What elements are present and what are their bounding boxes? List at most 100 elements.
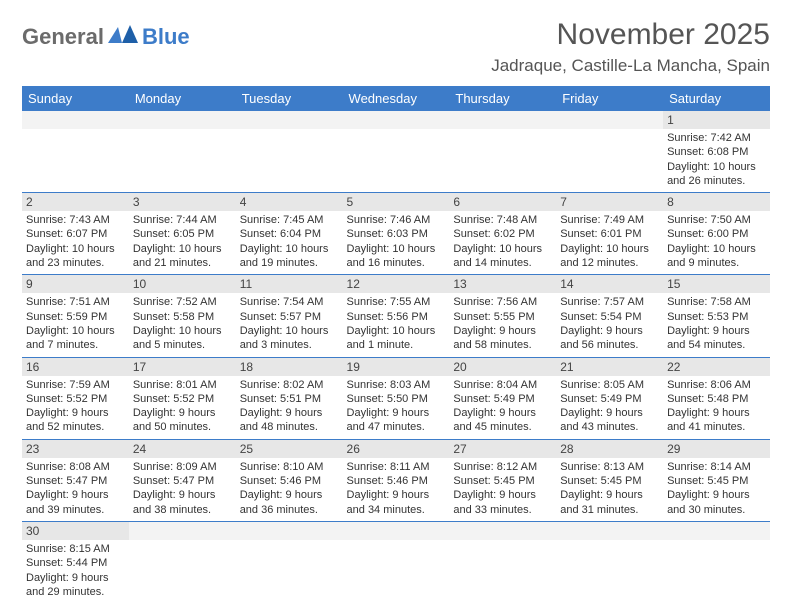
calendar-day-cell: 27Sunrise: 8:12 AMSunset: 5:45 PMDayligh… bbox=[449, 439, 556, 521]
day-number: 12 bbox=[343, 275, 450, 293]
day-number: 30 bbox=[22, 522, 129, 540]
day-details: Sunrise: 8:15 AMSunset: 5:44 PMDaylight:… bbox=[22, 540, 129, 603]
calendar-day-cell: 8Sunrise: 7:50 AMSunset: 6:00 PMDaylight… bbox=[663, 193, 770, 275]
day-number: 27 bbox=[449, 440, 556, 458]
day-number: 16 bbox=[22, 358, 129, 376]
day-details: Sunrise: 8:12 AMSunset: 5:45 PMDaylight:… bbox=[449, 458, 556, 521]
calendar-day-cell: 29Sunrise: 8:14 AMSunset: 5:45 PMDayligh… bbox=[663, 439, 770, 521]
day-number: 15 bbox=[663, 275, 770, 293]
day-number: 8 bbox=[663, 193, 770, 211]
logo-text-general: General bbox=[22, 24, 104, 50]
calendar-day-cell bbox=[449, 521, 556, 603]
calendar-week-row: 23Sunrise: 8:08 AMSunset: 5:47 PMDayligh… bbox=[22, 439, 770, 521]
day-number: 4 bbox=[236, 193, 343, 211]
day-number: 5 bbox=[343, 193, 450, 211]
day-details: Sunrise: 7:42 AMSunset: 6:08 PMDaylight:… bbox=[663, 129, 770, 192]
day-details: Sunrise: 7:45 AMSunset: 6:04 PMDaylight:… bbox=[236, 211, 343, 274]
day-number-empty bbox=[129, 522, 236, 540]
calendar-day-cell bbox=[129, 521, 236, 603]
calendar-day-cell: 7Sunrise: 7:49 AMSunset: 6:01 PMDaylight… bbox=[556, 193, 663, 275]
day-number-empty bbox=[663, 522, 770, 540]
day-number: 24 bbox=[129, 440, 236, 458]
day-number-empty bbox=[556, 522, 663, 540]
day-number: 14 bbox=[556, 275, 663, 293]
calendar-day-cell: 2Sunrise: 7:43 AMSunset: 6:07 PMDaylight… bbox=[22, 193, 129, 275]
day-number: 26 bbox=[343, 440, 450, 458]
calendar-day-cell bbox=[343, 521, 450, 603]
day-details: Sunrise: 7:57 AMSunset: 5:54 PMDaylight:… bbox=[556, 293, 663, 356]
day-details: Sunrise: 8:11 AMSunset: 5:46 PMDaylight:… bbox=[343, 458, 450, 521]
day-details: Sunrise: 8:05 AMSunset: 5:49 PMDaylight:… bbox=[556, 376, 663, 439]
calendar-day-cell bbox=[556, 521, 663, 603]
day-number: 21 bbox=[556, 358, 663, 376]
calendar-day-cell: 18Sunrise: 8:02 AMSunset: 5:51 PMDayligh… bbox=[236, 357, 343, 439]
day-details: Sunrise: 7:46 AMSunset: 6:03 PMDaylight:… bbox=[343, 211, 450, 274]
day-number: 2 bbox=[22, 193, 129, 211]
day-number: 7 bbox=[556, 193, 663, 211]
day-number-empty bbox=[556, 111, 663, 129]
title-block: November 2025 Jadraque, Castille-La Manc… bbox=[491, 18, 770, 76]
calendar-day-cell: 24Sunrise: 8:09 AMSunset: 5:47 PMDayligh… bbox=[129, 439, 236, 521]
day-details: Sunrise: 8:04 AMSunset: 5:49 PMDaylight:… bbox=[449, 376, 556, 439]
calendar-day-cell: 30Sunrise: 8:15 AMSunset: 5:44 PMDayligh… bbox=[22, 521, 129, 603]
day-details: Sunrise: 7:59 AMSunset: 5:52 PMDaylight:… bbox=[22, 376, 129, 439]
calendar-day-cell bbox=[556, 111, 663, 193]
day-details: Sunrise: 8:01 AMSunset: 5:52 PMDaylight:… bbox=[129, 376, 236, 439]
calendar-table: SundayMondayTuesdayWednesdayThursdayFrid… bbox=[22, 86, 770, 603]
weekday-header: Saturday bbox=[663, 86, 770, 111]
calendar-header-row: SundayMondayTuesdayWednesdayThursdayFrid… bbox=[22, 86, 770, 111]
day-number: 11 bbox=[236, 275, 343, 293]
day-number: 22 bbox=[663, 358, 770, 376]
calendar-week-row: 9Sunrise: 7:51 AMSunset: 5:59 PMDaylight… bbox=[22, 275, 770, 357]
day-number: 1 bbox=[663, 111, 770, 129]
day-details: Sunrise: 8:14 AMSunset: 5:45 PMDaylight:… bbox=[663, 458, 770, 521]
day-number-empty bbox=[449, 111, 556, 129]
day-number: 17 bbox=[129, 358, 236, 376]
day-details: Sunrise: 7:48 AMSunset: 6:02 PMDaylight:… bbox=[449, 211, 556, 274]
weekday-header: Thursday bbox=[449, 86, 556, 111]
calendar-day-cell: 5Sunrise: 7:46 AMSunset: 6:03 PMDaylight… bbox=[343, 193, 450, 275]
day-number: 20 bbox=[449, 358, 556, 376]
calendar-day-cell: 21Sunrise: 8:05 AMSunset: 5:49 PMDayligh… bbox=[556, 357, 663, 439]
weekday-header: Sunday bbox=[22, 86, 129, 111]
calendar-day-cell: 17Sunrise: 8:01 AMSunset: 5:52 PMDayligh… bbox=[129, 357, 236, 439]
calendar-day-cell: 10Sunrise: 7:52 AMSunset: 5:58 PMDayligh… bbox=[129, 275, 236, 357]
day-number: 19 bbox=[343, 358, 450, 376]
page-title: November 2025 bbox=[491, 18, 770, 52]
day-details: Sunrise: 7:56 AMSunset: 5:55 PMDaylight:… bbox=[449, 293, 556, 356]
calendar-day-cell: 11Sunrise: 7:54 AMSunset: 5:57 PMDayligh… bbox=[236, 275, 343, 357]
calendar-week-row: 2Sunrise: 7:43 AMSunset: 6:07 PMDaylight… bbox=[22, 193, 770, 275]
calendar-day-cell: 25Sunrise: 8:10 AMSunset: 5:46 PMDayligh… bbox=[236, 439, 343, 521]
day-number: 18 bbox=[236, 358, 343, 376]
day-number-empty bbox=[343, 111, 450, 129]
calendar-day-cell: 6Sunrise: 7:48 AMSunset: 6:02 PMDaylight… bbox=[449, 193, 556, 275]
day-details: Sunrise: 7:58 AMSunset: 5:53 PMDaylight:… bbox=[663, 293, 770, 356]
day-number: 6 bbox=[449, 193, 556, 211]
weekday-header: Monday bbox=[129, 86, 236, 111]
weekday-header: Friday bbox=[556, 86, 663, 111]
day-number-empty bbox=[343, 522, 450, 540]
day-details: Sunrise: 7:49 AMSunset: 6:01 PMDaylight:… bbox=[556, 211, 663, 274]
logo-flag-icon bbox=[108, 25, 138, 50]
weekday-header: Wednesday bbox=[343, 86, 450, 111]
day-number: 3 bbox=[129, 193, 236, 211]
calendar-day-cell: 14Sunrise: 7:57 AMSunset: 5:54 PMDayligh… bbox=[556, 275, 663, 357]
calendar-day-cell: 23Sunrise: 8:08 AMSunset: 5:47 PMDayligh… bbox=[22, 439, 129, 521]
calendar-day-cell: 19Sunrise: 8:03 AMSunset: 5:50 PMDayligh… bbox=[343, 357, 450, 439]
calendar-day-cell: 13Sunrise: 7:56 AMSunset: 5:55 PMDayligh… bbox=[449, 275, 556, 357]
calendar-day-cell bbox=[343, 111, 450, 193]
day-number: 29 bbox=[663, 440, 770, 458]
day-details: Sunrise: 8:13 AMSunset: 5:45 PMDaylight:… bbox=[556, 458, 663, 521]
calendar-day-cell: 20Sunrise: 8:04 AMSunset: 5:49 PMDayligh… bbox=[449, 357, 556, 439]
day-details: Sunrise: 8:09 AMSunset: 5:47 PMDaylight:… bbox=[129, 458, 236, 521]
day-number: 13 bbox=[449, 275, 556, 293]
calendar-day-cell bbox=[449, 111, 556, 193]
day-number-empty bbox=[236, 522, 343, 540]
day-number: 10 bbox=[129, 275, 236, 293]
day-number: 28 bbox=[556, 440, 663, 458]
day-details: Sunrise: 7:52 AMSunset: 5:58 PMDaylight:… bbox=[129, 293, 236, 356]
day-details: Sunrise: 8:08 AMSunset: 5:47 PMDaylight:… bbox=[22, 458, 129, 521]
calendar-day-cell: 9Sunrise: 7:51 AMSunset: 5:59 PMDaylight… bbox=[22, 275, 129, 357]
calendar-day-cell: 4Sunrise: 7:45 AMSunset: 6:04 PMDaylight… bbox=[236, 193, 343, 275]
logo-text-blue: Blue bbox=[142, 24, 190, 50]
